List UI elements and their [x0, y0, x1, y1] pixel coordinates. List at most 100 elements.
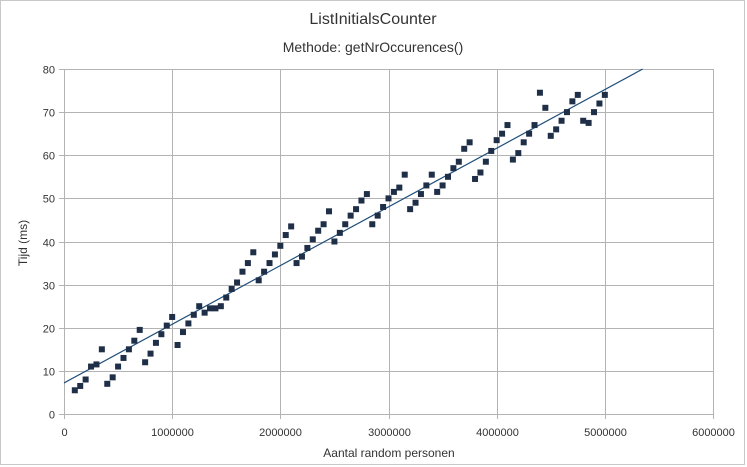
data-point	[261, 268, 268, 275]
data-point	[407, 206, 414, 213]
data-point	[439, 182, 446, 189]
data-point	[417, 191, 424, 198]
data-point	[477, 169, 484, 176]
y-tick-label: 30	[43, 281, 55, 293]
data-point	[309, 236, 316, 243]
data-point	[288, 223, 295, 230]
y-tick-label: 60	[43, 151, 55, 163]
x-tick-label: 0	[61, 427, 67, 439]
data-point	[196, 303, 203, 310]
x-tick-label: 4000000	[476, 427, 519, 439]
data-point	[369, 221, 376, 228]
trendline	[63, 68, 643, 384]
data-point	[390, 188, 397, 195]
data-point	[358, 197, 365, 204]
data-point	[461, 145, 468, 152]
data-point	[179, 329, 186, 336]
data-point	[515, 150, 522, 157]
data-point	[401, 171, 408, 178]
y-tick-label: 40	[43, 238, 55, 250]
data-point	[472, 175, 479, 182]
x-tick-label: 2000000	[259, 427, 302, 439]
data-point	[428, 171, 435, 178]
y-tick-label: 80	[43, 65, 55, 77]
data-point	[526, 130, 533, 137]
x-tick-label: 1000000	[151, 427, 194, 439]
data-point	[293, 260, 300, 267]
data-point	[585, 119, 592, 126]
data-point	[563, 109, 570, 116]
data-point	[380, 204, 387, 210]
data-point	[104, 380, 111, 387]
y-tick-label: 70	[43, 108, 55, 120]
data-point	[596, 100, 603, 107]
data-point	[601, 91, 608, 98]
y-tick-label: 20	[43, 324, 55, 336]
data-point	[434, 188, 441, 195]
data-point	[115, 363, 122, 370]
data-point	[466, 139, 473, 146]
data-point	[228, 285, 235, 292]
data-point	[147, 350, 154, 357]
data-point	[455, 158, 462, 165]
data-point	[163, 322, 170, 329]
data-point	[136, 326, 143, 333]
data-point	[250, 249, 257, 256]
data-point	[482, 158, 489, 165]
data-point	[531, 122, 538, 129]
data-point	[569, 98, 576, 105]
y-tick-label: 10	[43, 367, 55, 379]
data-point	[499, 130, 506, 137]
trendline-group	[63, 68, 643, 384]
data-point	[271, 251, 278, 258]
x-tick-label: 3000000	[368, 427, 411, 439]
data-point	[277, 242, 284, 249]
data-point	[504, 122, 511, 129]
data-point	[185, 320, 192, 327]
data-point	[363, 191, 370, 198]
data-point	[450, 165, 457, 172]
data-point	[174, 342, 181, 348]
data-point	[536, 89, 543, 96]
data-point	[223, 294, 230, 301]
data-point	[331, 238, 338, 245]
x-tick-label: 5000000	[584, 427, 627, 439]
data-point	[558, 117, 565, 124]
y-axis-title: Tijd (ms)	[16, 220, 30, 266]
y-tick-label: 50	[43, 194, 55, 206]
data-point	[77, 382, 84, 389]
data-point	[109, 374, 116, 381]
y-tick-label: 0	[49, 410, 55, 422]
data-point	[266, 260, 273, 267]
data-point	[542, 104, 549, 111]
data-point	[82, 376, 89, 383]
x-axis-title: Aantal random personen	[323, 446, 454, 460]
chart-title: ListInitialsCounter	[309, 11, 437, 28]
tick-labels: 0 10 20 30 40 50 60 70 80 0 1000000 2000000 3000000 4…	[43, 65, 735, 440]
data-point	[282, 232, 289, 239]
data-point	[353, 206, 360, 213]
data-point	[347, 212, 354, 219]
data-point	[374, 212, 381, 219]
axes	[64, 69, 713, 415]
data-point	[201, 309, 208, 316]
data-point	[412, 199, 419, 206]
data-point	[71, 387, 78, 394]
chart-subtitle: Methode: getNrOccurences()	[283, 39, 464, 55]
data-point	[336, 229, 343, 236]
data-point	[142, 359, 149, 366]
data-point	[212, 305, 219, 312]
data-point	[125, 346, 132, 353]
data-point	[488, 147, 495, 154]
data-point	[120, 354, 127, 361]
data-point	[423, 182, 430, 189]
data-point	[152, 339, 159, 346]
data-point	[326, 208, 333, 215]
data-point	[239, 268, 246, 275]
data-point	[520, 139, 527, 146]
data-point	[385, 195, 392, 202]
data-point	[342, 221, 349, 228]
data-point	[244, 260, 251, 267]
